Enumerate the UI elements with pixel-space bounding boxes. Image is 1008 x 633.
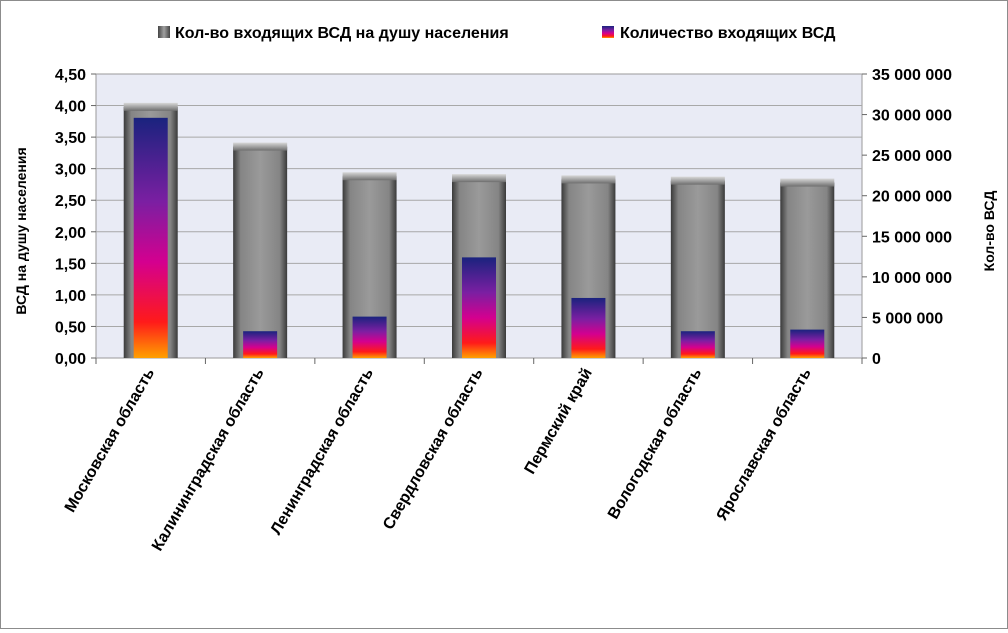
bar-per-capita-cap — [670, 176, 725, 185]
left-axis-title: ВСД на душу населения — [13, 147, 29, 314]
legend: Кол-во входящих ВСД на душу населения Кол… — [158, 25, 836, 42]
category-label: Калининградская область — [149, 365, 268, 554]
right-tick-label: 15 000 000 — [872, 229, 952, 246]
left-tick-label: 3,00 — [55, 162, 86, 179]
left-tick-label: 4,00 — [55, 99, 86, 116]
left-tick-label: 1,50 — [55, 256, 86, 273]
left-tick-label: 3,50 — [55, 130, 86, 147]
right-tick-label: 10 000 000 — [872, 270, 952, 287]
bar-per-capita-cap — [452, 174, 506, 183]
bars — [123, 102, 835, 359]
bar-count — [243, 331, 278, 358]
bar-per-capita — [233, 146, 288, 358]
left-tick-label: 4,50 — [55, 67, 86, 84]
left-tick-label: 0,50 — [55, 319, 86, 336]
left-tick-label: 2,00 — [55, 225, 86, 242]
bar-per-capita-cap — [123, 102, 178, 111]
bar-per-capita-cap — [233, 142, 288, 151]
left-tick-label: 0,00 — [55, 351, 86, 368]
bar-per-capita — [670, 180, 725, 358]
bar-per-capita-cap — [561, 175, 616, 184]
right-tick-label: 20 000 000 — [872, 189, 952, 206]
right-tick-label: 35 000 000 — [872, 67, 952, 84]
category-label: Ярославская область — [714, 365, 815, 523]
legend-label-count: Количество входящих ВСД — [620, 25, 836, 42]
bar-count — [352, 316, 387, 358]
right-tick-label: 25 000 000 — [872, 148, 952, 165]
right-axis-title: Кол-во ВСД — [981, 191, 997, 272]
bar-count — [790, 329, 825, 358]
bar-per-capita-cap — [780, 178, 835, 187]
category-label: Свердловская область — [380, 365, 486, 532]
category-label: Вологодская область — [605, 365, 705, 522]
bar-count — [680, 331, 715, 358]
category-label: Пермский край — [522, 366, 596, 478]
bar-count — [133, 117, 168, 359]
bar-count — [571, 297, 606, 358]
right-axis-ticks: 0 5 000 000 10 000 000 15 000 000 20 000 000… — [862, 67, 952, 368]
right-tick-label: 5 000 000 — [872, 310, 943, 327]
right-tick-label: 0 — [872, 351, 881, 368]
category-label: Московская область — [62, 365, 158, 515]
legend-label-per-capita: Кол-во входящих ВСД на душу населения — [175, 25, 509, 42]
legend-swatch-count — [602, 26, 614, 38]
left-axis-ticks: 0,00 0,50 1,00 1,50 2,00 2,50 3,00 3,50 4,00 4,50 — [55, 67, 96, 368]
bar-per-capita-cap — [342, 172, 397, 181]
bar-count — [462, 257, 496, 358]
left-tick-label: 1,00 — [55, 288, 86, 305]
left-tick-label: 2,50 — [55, 193, 86, 210]
legend-swatch-per-capita — [158, 26, 170, 38]
category-label: Ленинградская область — [268, 365, 377, 537]
bar-per-capita — [780, 182, 835, 358]
right-tick-label: 30 000 000 — [872, 108, 952, 125]
